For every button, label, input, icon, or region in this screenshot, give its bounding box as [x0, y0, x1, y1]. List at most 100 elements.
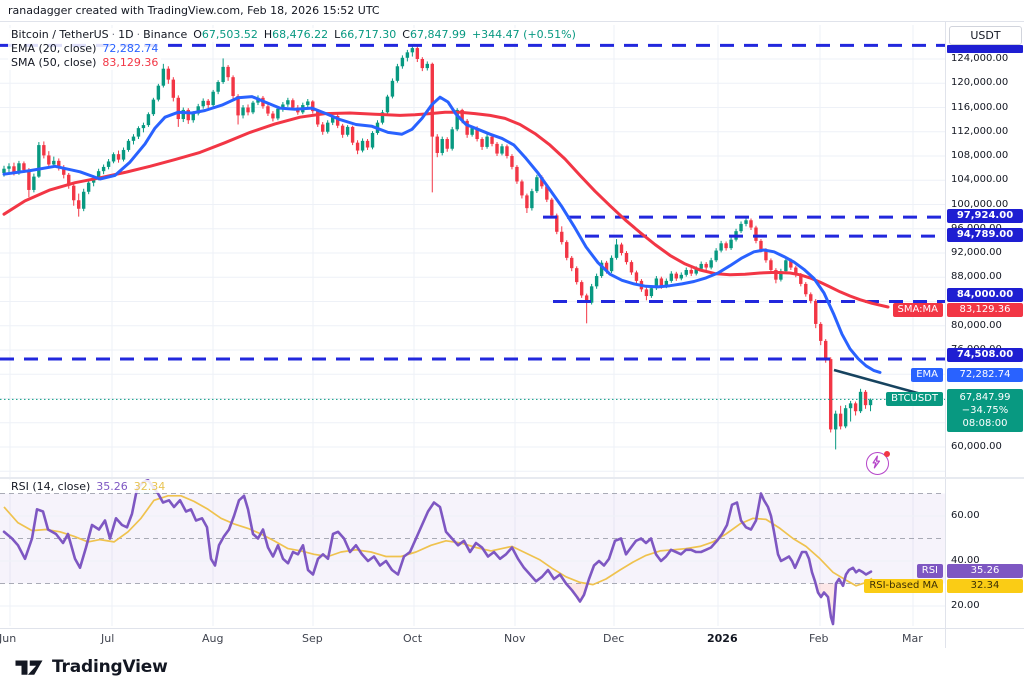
candle-body: [495, 143, 499, 154]
ema-legend-row[interactable]: EMA (20, close) 72,282.74: [8, 42, 162, 56]
brand-name: TradingView: [52, 656, 168, 677]
price-label-box: 72,282.74: [947, 367, 1023, 382]
symbol-title[interactable]: Bitcoin / TetherUS: [11, 28, 109, 41]
candle-body: [146, 114, 151, 126]
candle-body: [17, 163, 21, 174]
candle-body: [22, 163, 26, 170]
price-axis-label: 80,000.00: [951, 319, 1002, 331]
candle-body: [809, 294, 813, 301]
rsi-legend-row[interactable]: RSI (14, close) 35.26 32.34: [8, 480, 169, 493]
rsi-value: 35.26: [96, 480, 128, 493]
credit-line: ranadagger created with TradingView.com,…: [8, 4, 380, 17]
time-axis-border: [0, 628, 1024, 629]
candle-body: [191, 113, 195, 121]
candle-body: [2, 168, 6, 173]
candle-body: [111, 154, 116, 162]
candle-body: [604, 262, 609, 272]
candle-body: [350, 126, 355, 143]
main-legend: Bitcoin / TetherUS · 1D · Binance O67,503.52 H…: [8, 28, 579, 70]
notification-dot: [884, 451, 890, 457]
candle-body: [858, 391, 863, 412]
time-axis-month: Oct: [403, 632, 423, 645]
time-axis-month: 2026: [707, 632, 738, 645]
rsi-axis-label: 20.00: [951, 600, 980, 611]
open-value: 67,503.52: [201, 28, 258, 41]
candle-body: [824, 340, 828, 360]
interval-label[interactable]: 1D: [118, 28, 134, 41]
candle-body: [555, 215, 559, 232]
close-value: 67,847.99: [409, 28, 466, 41]
candle-body: [311, 101, 315, 112]
candle-body: [619, 244, 624, 253]
candle-body: [744, 220, 748, 224]
candle-body: [286, 100, 290, 105]
candle-body: [106, 161, 111, 167]
candle-body: [589, 286, 594, 303]
lightning-badge[interactable]: [866, 451, 890, 475]
candle-body: [520, 181, 524, 196]
candle-body: [659, 278, 664, 287]
candle-body: [804, 283, 808, 295]
candle-body: [136, 128, 141, 137]
candle-body: [689, 269, 693, 274]
candle-body: [450, 129, 454, 149]
rsi-label: RSI (14, close): [11, 480, 91, 493]
currency-button[interactable]: USDT: [949, 26, 1022, 45]
price-axis-label: 124,000.00: [951, 53, 1009, 64]
candle-body: [321, 124, 325, 132]
candle-body: [500, 146, 504, 154]
candle-body: [470, 128, 474, 135]
candle-body: [629, 262, 634, 273]
candle-body: [749, 220, 753, 228]
candle-body: [7, 166, 11, 169]
sma-label: SMA (50, close): [11, 56, 97, 69]
separator: ·: [136, 28, 141, 41]
candle-body: [390, 80, 395, 97]
candle-body: [410, 48, 415, 53]
sma-legend-row[interactable]: SMA (50, close) 83,129.36: [8, 56, 162, 70]
candle-body: [560, 231, 564, 243]
candle-body: [196, 106, 200, 114]
candle-body: [281, 104, 285, 109]
candle-body: [779, 271, 783, 280]
close-key: C: [402, 28, 410, 41]
candle-body: [679, 274, 683, 279]
trend-line: [833, 368, 922, 396]
rsi-ma-line: [3, 494, 873, 587]
rsi-ma-value: 32.34: [133, 480, 166, 493]
axis-tag-smama: SMA:MA: [892, 302, 943, 317]
candle-body: [535, 177, 539, 192]
exchange-label[interactable]: Binance: [143, 28, 188, 41]
candle-body: [276, 108, 280, 119]
candle-body: [101, 166, 106, 172]
candle-body: [42, 145, 46, 156]
candle-body: [306, 101, 310, 106]
candle-body: [96, 171, 101, 179]
candle-body: [330, 115, 335, 123]
candle-body: [12, 166, 16, 174]
tradingview-logo[interactable]: TradingView: [14, 656, 168, 677]
candle-body: [246, 107, 250, 113]
candle-body: [709, 260, 713, 268]
candle-body: [505, 146, 509, 156]
candle-body: [400, 57, 405, 67]
time-axis-month: Feb: [809, 632, 829, 645]
candle-body: [425, 63, 429, 69]
pane-divider[interactable]: [0, 477, 1024, 479]
footer: TradingView: [0, 648, 1024, 690]
candle-body: [206, 100, 210, 106]
candle-body: [121, 149, 126, 160]
candle-body: [644, 289, 649, 297]
candle-body: [525, 195, 529, 209]
candle-body: [231, 77, 235, 96]
candle-body: [684, 269, 688, 275]
lightning-icon: [872, 455, 881, 469]
clipped-price-label: [947, 45, 1023, 53]
candle-body: [151, 99, 156, 115]
candle-body: [863, 391, 868, 406]
candle-body: [819, 323, 823, 341]
low-key: L: [334, 28, 341, 41]
symbol-row[interactable]: Bitcoin / TetherUS · 1D · Binance O67,503.52 H…: [8, 28, 579, 42]
axis-tag-rsibasedma: RSI-based MA: [864, 579, 943, 594]
